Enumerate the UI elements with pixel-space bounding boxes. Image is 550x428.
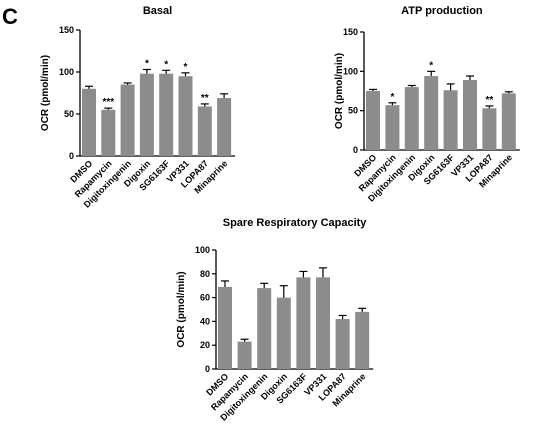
- y-tick-label: 20: [200, 340, 210, 350]
- bar: [178, 76, 193, 156]
- y-tick-label: 0: [69, 151, 74, 161]
- bar: [159, 73, 174, 156]
- bar: [443, 90, 458, 150]
- bar: [366, 91, 380, 150]
- bar: [335, 319, 350, 369]
- significance-marker: **: [201, 93, 209, 104]
- significance-marker: *: [184, 62, 188, 73]
- y-tick-label: 150: [59, 25, 74, 35]
- bar: [424, 76, 439, 150]
- y-tick-label: 50: [348, 106, 358, 116]
- significance-marker: *: [429, 60, 433, 71]
- y-tick-label: 80: [200, 269, 210, 279]
- chart-title: Basal: [143, 5, 172, 17]
- bar: [404, 87, 419, 150]
- y-axis-label: OCR (pmol/min): [176, 271, 187, 347]
- significance-marker: *: [390, 92, 394, 103]
- bar: [82, 88, 96, 156]
- y-tick-label: 100: [195, 245, 210, 255]
- bar: [316, 277, 330, 369]
- bar: [463, 79, 477, 150]
- chart-title: Spare Respiratory Capacity: [223, 217, 368, 229]
- significance-marker: ***: [102, 97, 114, 108]
- y-tick-label: 60: [200, 293, 210, 303]
- bar: [482, 108, 497, 150]
- panel-letter: C: [2, 4, 18, 29]
- bar: [355, 311, 370, 369]
- y-axis-label: OCR (pmol/min): [40, 55, 51, 131]
- bar: [385, 105, 400, 150]
- bar: [101, 109, 116, 156]
- y-tick-label: 100: [343, 66, 358, 76]
- chart-spare-respiratory-capacity: Spare Respiratory Capacity 0 20 40 60 80 100 OC…: [176, 217, 374, 423]
- bar: [197, 106, 212, 156]
- y-tick-label: 150: [343, 27, 358, 37]
- bar: [218, 286, 232, 369]
- bar: [257, 288, 272, 369]
- bar: [120, 84, 135, 156]
- y-axis-label: OCR (pmol/min): [334, 53, 345, 129]
- bar: [296, 277, 311, 369]
- significance-marker: *: [145, 58, 149, 69]
- significance-marker: **: [486, 95, 494, 106]
- y-tick-label: 100: [59, 67, 74, 77]
- y-tick-label: 40: [200, 316, 210, 326]
- bar: [237, 341, 252, 369]
- y-tick-label: 0: [353, 145, 358, 155]
- significance-marker: *: [164, 59, 168, 70]
- bar: [276, 297, 291, 369]
- bar: [139, 73, 154, 156]
- bar: [217, 98, 232, 156]
- chart-title: ATP production: [401, 5, 483, 17]
- y-tick-label: 50: [64, 109, 74, 119]
- y-tick-label: 0: [205, 364, 210, 374]
- bar: [501, 93, 516, 150]
